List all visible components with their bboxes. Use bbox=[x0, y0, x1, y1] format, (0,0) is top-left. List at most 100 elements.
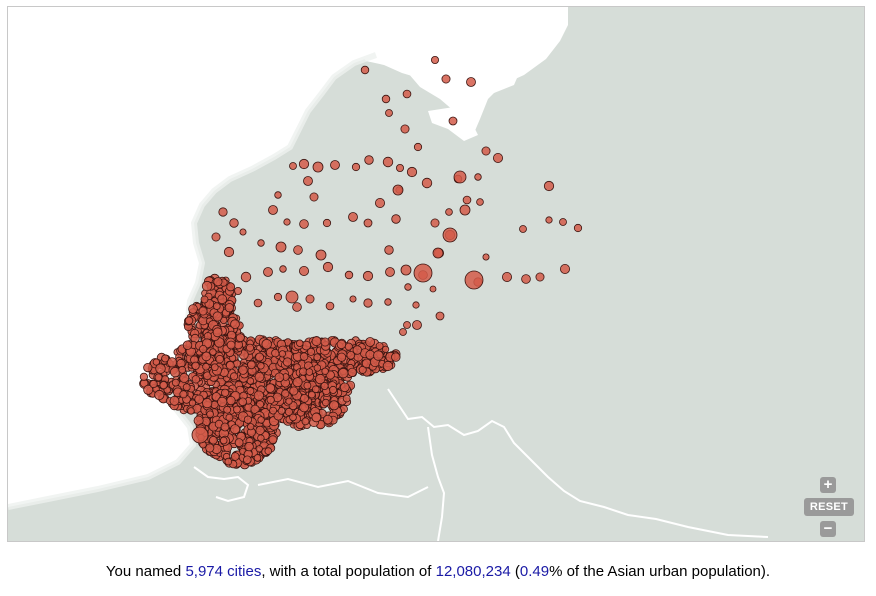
city-marker bbox=[225, 413, 234, 422]
city-marker bbox=[221, 388, 230, 397]
reset-button[interactable]: RESET bbox=[804, 498, 854, 516]
city-marker bbox=[322, 261, 334, 273]
city-marker bbox=[462, 195, 472, 205]
city-marker bbox=[299, 402, 310, 413]
city-marker bbox=[445, 208, 453, 216]
city-marker bbox=[279, 265, 287, 273]
city-marker bbox=[206, 410, 214, 419]
city-marker bbox=[213, 277, 223, 287]
city-marker bbox=[212, 327, 223, 338]
city-marker bbox=[223, 246, 235, 258]
city-marker bbox=[143, 362, 153, 373]
city-marker bbox=[209, 348, 217, 356]
city-marker bbox=[229, 218, 239, 228]
inland-sea-north bbox=[358, 45, 520, 93]
country-border-south-2 bbox=[257, 477, 429, 499]
city-marker bbox=[406, 166, 418, 178]
zoom-out-button[interactable]: − bbox=[820, 521, 836, 537]
summary-middle: , with a total population of bbox=[261, 563, 436, 580]
city-marker bbox=[152, 358, 160, 366]
city-marker bbox=[346, 350, 356, 360]
city-marker bbox=[322, 218, 332, 228]
city-marker bbox=[188, 304, 198, 314]
city-marker bbox=[257, 239, 265, 247]
zoom-in-button[interactable]: + bbox=[820, 477, 836, 493]
city-marker bbox=[535, 272, 545, 282]
city-marker bbox=[545, 216, 553, 224]
coast-highlight bbox=[8, 52, 378, 510]
city-marker bbox=[481, 146, 491, 156]
city-marker bbox=[336, 339, 347, 350]
country-border-south bbox=[193, 466, 250, 503]
city-marker bbox=[381, 94, 391, 104]
city-marker bbox=[202, 362, 210, 371]
city-marker bbox=[313, 364, 322, 372]
city-marker bbox=[466, 77, 476, 87]
city-marker bbox=[330, 160, 340, 170]
summary-text: You named 5,974 cities, with a total pop… bbox=[0, 563, 876, 580]
city-marker bbox=[306, 347, 315, 356]
city-marker bbox=[364, 155, 374, 165]
city-marker bbox=[220, 422, 230, 432]
city-marker bbox=[224, 457, 233, 466]
city-marker bbox=[199, 344, 208, 354]
city-marker bbox=[400, 124, 410, 134]
city-marker bbox=[218, 207, 228, 217]
city-marker bbox=[215, 355, 224, 364]
city-marker bbox=[179, 390, 188, 399]
city-marker bbox=[234, 438, 244, 448]
city-marker bbox=[301, 417, 310, 426]
city-marker bbox=[382, 156, 394, 168]
city-marker bbox=[265, 383, 276, 393]
map-canvas[interactable] bbox=[8, 7, 864, 541]
city-marker bbox=[421, 177, 433, 189]
city-marker bbox=[198, 306, 208, 316]
city-marker bbox=[191, 361, 200, 370]
city-marker bbox=[139, 372, 148, 381]
summary-prefix: You named bbox=[105, 563, 186, 580]
city-marker bbox=[274, 372, 285, 383]
city-marker bbox=[219, 436, 228, 445]
city-marker bbox=[292, 377, 303, 388]
city-marker bbox=[182, 340, 193, 350]
city-marker bbox=[240, 271, 252, 283]
city-marker bbox=[211, 232, 221, 242]
city-marker bbox=[225, 360, 235, 370]
city-marker bbox=[315, 373, 326, 385]
city-marker bbox=[253, 454, 262, 462]
city-marker bbox=[217, 294, 228, 305]
map-view[interactable]: + RESET − bbox=[7, 6, 865, 542]
city-marker bbox=[403, 321, 411, 329]
city-marker bbox=[521, 274, 531, 284]
zoom-controls: + RESET − bbox=[804, 477, 854, 539]
city-marker bbox=[482, 253, 490, 261]
city-marker bbox=[268, 205, 278, 215]
city-marker bbox=[339, 382, 350, 393]
city-marker bbox=[296, 339, 304, 347]
city-marker bbox=[154, 389, 165, 401]
city-marker bbox=[303, 176, 313, 186]
city-marker bbox=[430, 56, 439, 65]
city-marker bbox=[300, 393, 309, 403]
total-population: 12,080,234 bbox=[435, 563, 511, 580]
city-marker bbox=[474, 173, 482, 181]
city-marker bbox=[519, 225, 527, 233]
city-marker bbox=[430, 218, 440, 228]
city-marker bbox=[230, 372, 239, 381]
city-marker bbox=[253, 298, 263, 308]
city-marker bbox=[202, 397, 213, 409]
city-marker bbox=[212, 311, 223, 322]
city-marker bbox=[169, 395, 180, 406]
city-marker bbox=[273, 292, 283, 302]
city-marker bbox=[413, 142, 423, 152]
city-marker bbox=[274, 191, 282, 199]
city-marker bbox=[375, 342, 384, 350]
city-marker bbox=[263, 267, 273, 277]
city-marker bbox=[289, 413, 297, 422]
summary-suffix: % of the Asian urban population). bbox=[549, 563, 771, 580]
city-marker bbox=[560, 263, 571, 274]
city-marker bbox=[182, 383, 191, 392]
city-marker bbox=[226, 395, 236, 406]
city-marker bbox=[255, 425, 265, 435]
city-marker bbox=[392, 184, 404, 196]
